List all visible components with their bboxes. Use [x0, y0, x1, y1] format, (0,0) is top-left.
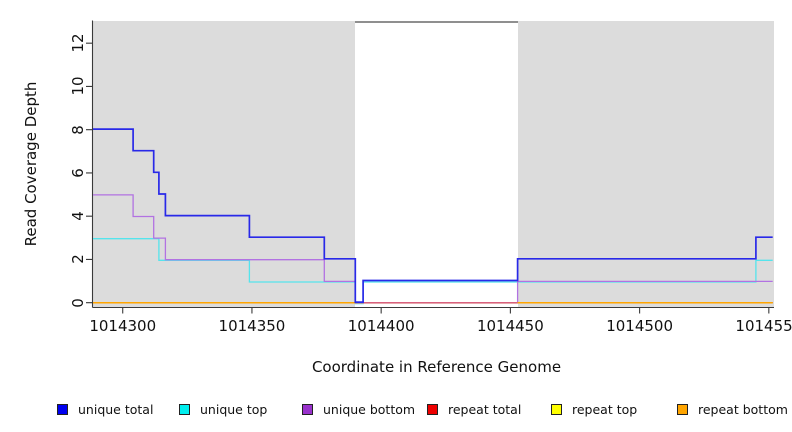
legend-label: unique total — [78, 401, 154, 417]
y-tick-label: 4 — [69, 211, 87, 221]
y-tick-label: 8 — [69, 124, 87, 135]
legend-label: repeat top — [572, 401, 638, 417]
y-tick-label: 12 — [69, 33, 87, 53]
x-tick-label: 1014450 — [476, 317, 544, 335]
x-tick-label: 1014400 — [347, 317, 415, 335]
legend-swatch — [427, 403, 438, 415]
legend-swatch — [551, 403, 562, 415]
legend-item-unique-bottom: unique bottom — [302, 398, 415, 420]
y-tick-label: 10 — [69, 76, 87, 96]
legend-label: repeat bottom — [698, 401, 788, 417]
repeat-masked-region — [354, 20, 518, 307]
legend-item-unique-total: unique total — [57, 398, 153, 420]
axis-lines-and-ticks — [86, 20, 774, 314]
legend: unique total unique top unique bottom repea… — [0, 398, 792, 424]
y-tick-label: 6 — [69, 168, 87, 178]
legend-swatch — [302, 403, 313, 415]
legend-item-repeat-top: repeat top — [551, 398, 637, 420]
series-unique-bottom-line — [93, 194, 773, 304]
x-tick-label: 1014500 — [606, 317, 673, 335]
legend-label: repeat total — [448, 401, 522, 417]
y-axis-title: Read Coverage Depth — [22, 81, 40, 247]
legend-item-unique-top: unique top — [179, 398, 267, 420]
y-tick-label: 0 — [69, 297, 87, 308]
legend-label: unique top — [200, 401, 268, 417]
legend-item-repeat-bottom: repeat bottom — [677, 398, 788, 420]
legend-swatch — [677, 403, 688, 415]
legend-item-repeat-total: repeat total — [427, 398, 521, 420]
series-unique-top-line — [93, 238, 773, 305]
legend-label: unique bottom — [323, 401, 416, 417]
x-axis-title: Coordinate in Reference Genome — [311, 358, 562, 376]
x-tick-label: 1014300 — [89, 317, 157, 335]
legend-swatch — [57, 403, 68, 415]
legend-swatch — [179, 403, 190, 415]
y-tick-label: 2 — [69, 254, 87, 265]
series-unique-total-line — [93, 128, 773, 303]
x-tick-label: 1014350 — [218, 317, 286, 335]
